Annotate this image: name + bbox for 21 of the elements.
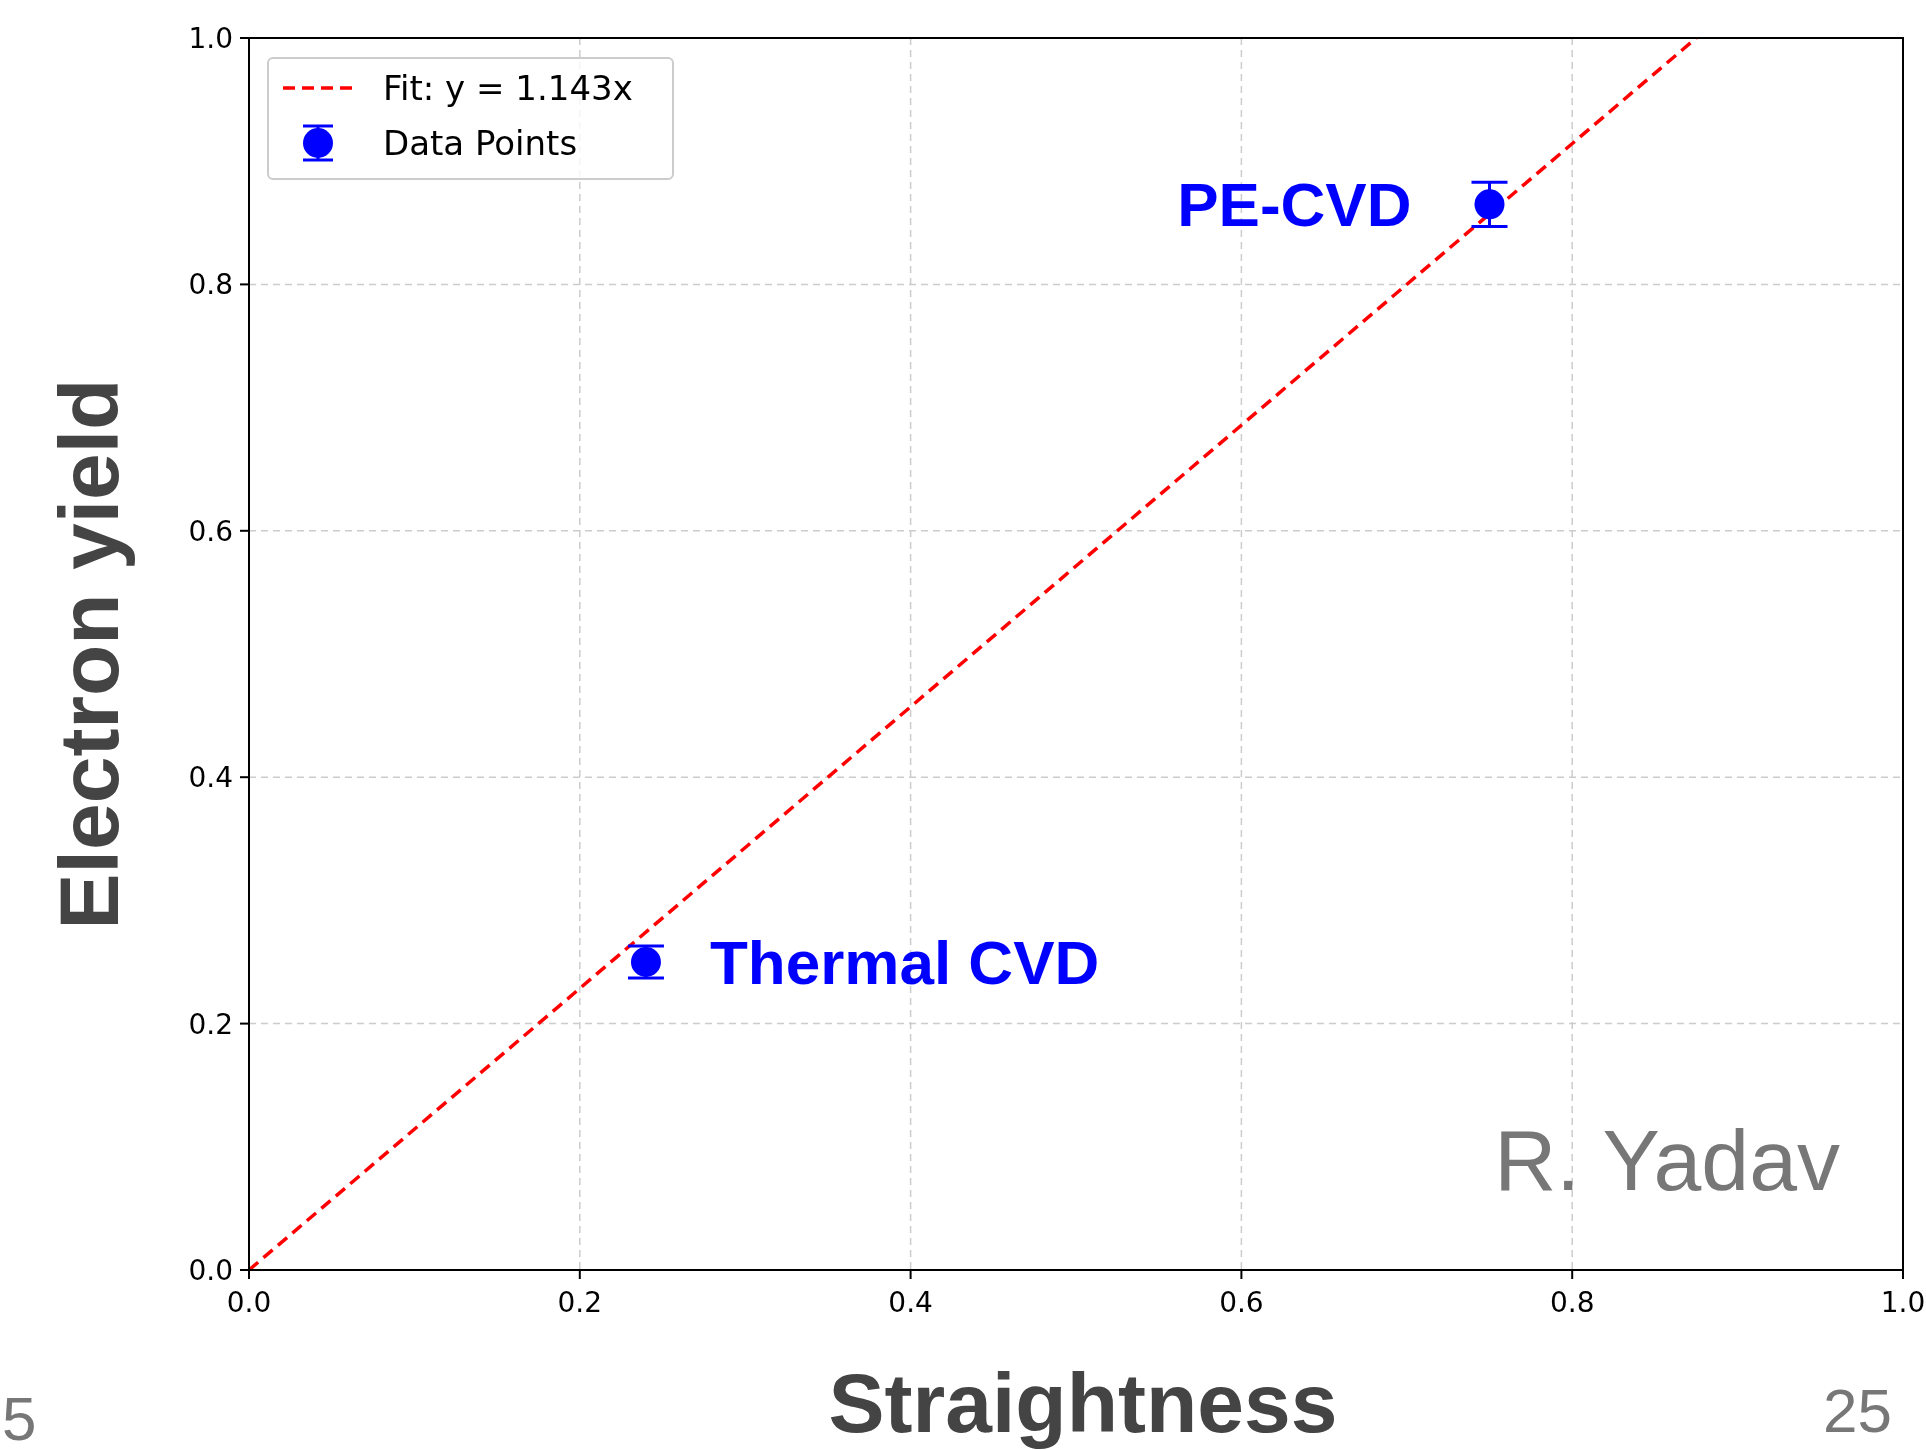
x-tick-label: 0.4 [888,1286,933,1319]
y-tick-label: 0.8 [188,268,233,302]
x-tick-label: 0.8 [1549,1286,1595,1319]
text: 5 [2,1384,37,1450]
annotation: R. Yadav [1494,1112,1840,1208]
text: 25 [1823,1376,1892,1445]
y-axis-title: Electron yield [42,378,136,930]
y-tick-label: 0.6 [188,514,233,548]
annotation: Thermal CVD [709,928,1100,997]
legend-label: Fit: y = 1.143x [383,68,633,108]
annotation: PE-CVD [1177,170,1412,240]
legend-label: Data Points [383,123,578,163]
y-tick-label: 0.4 [188,761,233,795]
y-tick-label: 0.0 [188,1254,233,1287]
x-tick-label: 1.0 [1880,1286,1926,1319]
y-tick-label: 1.0 [188,22,233,55]
x-tick-label: 0.6 [1219,1286,1264,1319]
x-tick-label: 0.2 [557,1286,603,1319]
y-tick-label: 0.2 [188,1007,233,1041]
x-tick-label: 0.0 [226,1286,272,1319]
x-axis-title: Straightness [828,1356,1338,1450]
